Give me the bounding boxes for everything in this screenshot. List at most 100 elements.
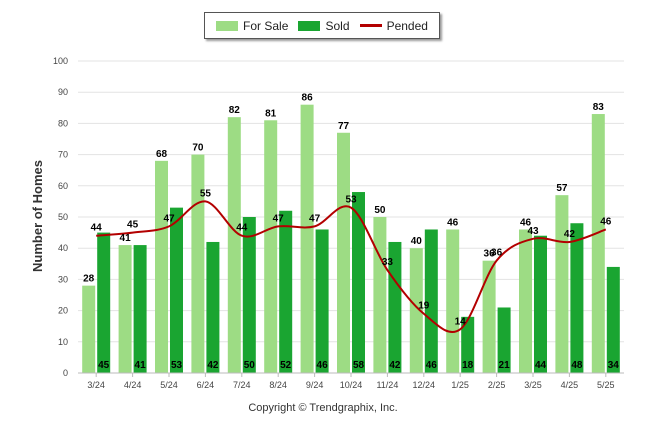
for-sale-value-label: 83 [593, 102, 605, 113]
x-tick-label: 10/24 [340, 380, 363, 390]
for-sale-value-label: 86 [302, 93, 314, 104]
y-tick-label: 20 [58, 306, 68, 316]
axes: 0 10 20 30 40 50 60 70 80 90 100 3/24 4/24 5/24 6/24 7/… [53, 56, 624, 390]
x-tick-label: 1/25 [451, 380, 469, 390]
y-axis-label: Number of Homes [30, 160, 45, 272]
for-sale-value-label: 40 [411, 236, 423, 247]
bar-sold[interactable] [606, 266, 620, 373]
sold-value-label: 50 [244, 360, 256, 371]
x-tick-label: 12/24 [413, 380, 436, 390]
legend-item-pended[interactable]: Pended [359, 18, 428, 33]
bar-sold[interactable] [97, 232, 111, 373]
legend: For Sale Sold Pended [204, 12, 440, 39]
bar-sold[interactable] [279, 210, 293, 373]
bar-sold[interactable] [424, 229, 438, 373]
sold-value-label: 58 [353, 360, 365, 371]
for-sale-value-label: 82 [229, 105, 241, 116]
y-tick-label: 100 [53, 56, 68, 66]
pended-value-label: 36 [491, 248, 503, 259]
bar-sold[interactable] [461, 316, 475, 373]
x-tick-label: 8/24 [269, 380, 287, 390]
sold-value-label: 46 [317, 360, 329, 371]
sold-value-label: 41 [135, 360, 147, 371]
bar-for-sale[interactable] [482, 260, 496, 373]
pended-value-label: 42 [564, 229, 576, 240]
y-tick-label: 0 [63, 368, 68, 378]
x-tick-label: 6/24 [197, 380, 215, 390]
bar-sold[interactable] [170, 207, 183, 373]
pended-value-label: 43 [527, 226, 539, 237]
y-tick-label: 50 [58, 212, 68, 222]
bar-sold[interactable] [315, 229, 329, 373]
x-tick-label: 3/25 [524, 380, 542, 390]
x-tick-label: 5/24 [160, 380, 178, 390]
bar-for-sale[interactable] [519, 229, 532, 373]
bar-sold[interactable] [570, 223, 584, 373]
pended-value-label: 53 [345, 195, 357, 206]
pended-series-line[interactable] [96, 200, 607, 333]
bar-sold[interactable] [242, 217, 256, 373]
x-tick-label: 7/24 [233, 380, 251, 390]
bar-sold[interactable] [133, 245, 147, 373]
sold-swatch [298, 20, 321, 31]
for-sale-value-label: 41 [120, 233, 132, 244]
legend-label-pended: Pended [386, 18, 428, 33]
legend-item-for-sale[interactable]: For Sale [216, 19, 288, 33]
sold-value-label: 42 [207, 360, 219, 371]
bar-for-sale[interactable] [191, 154, 205, 373]
y-tick-label: 80 [58, 118, 68, 128]
sold-value-label: 18 [462, 360, 474, 371]
y-tick-label: 30 [58, 274, 68, 284]
legend-item-sold[interactable]: Sold [298, 18, 350, 33]
pended-value-label: 44 [91, 223, 103, 234]
for-sale-value-label: 68 [156, 149, 168, 160]
data-labels: 28 45 41 41 68 53 70 42 82 50 81 52 86 46 77 58 50 42 40 46… [83, 93, 619, 371]
pended-line [96, 200, 607, 333]
pended-value-label: 46 [600, 216, 612, 227]
bar-for-sale[interactable] [155, 160, 168, 373]
pended-value-label: 19 [418, 301, 430, 312]
pended-value-label: 45 [127, 220, 139, 231]
pended-value-label: 47 [309, 213, 321, 224]
x-tick-label: 4/25 [561, 380, 579, 390]
bar-sold[interactable] [352, 192, 365, 373]
for-sale-value-label: 50 [374, 205, 386, 216]
x-tick-label: 4/24 [124, 380, 142, 390]
gridlines [78, 60, 624, 374]
sold-value-label: 45 [98, 360, 110, 371]
sold-value-label: 44 [535, 360, 547, 371]
bar-for-sale[interactable] [264, 120, 278, 373]
bar-for-sale[interactable] [555, 195, 569, 373]
bar-for-sale[interactable] [373, 217, 387, 373]
for-sale-value-label: 46 [520, 217, 532, 228]
bar-for-sale[interactable] [337, 132, 350, 373]
legend-label-sold: Sold [325, 18, 350, 33]
copyright-text: Copyright © Trendgraphix, Inc. [248, 402, 398, 414]
sold-value-label: 52 [280, 360, 292, 371]
bar-for-sale[interactable] [227, 117, 241, 373]
x-tick-label: 2/25 [488, 380, 506, 390]
pended-value-label: 47 [273, 213, 285, 224]
bar-for-sale[interactable] [591, 114, 605, 373]
pended-value-label: 44 [236, 223, 248, 234]
bar-for-sale[interactable] [118, 245, 132, 373]
bars [82, 104, 620, 374]
bar-sold[interactable] [534, 235, 547, 373]
bar-for-sale[interactable] [300, 104, 314, 374]
bar-sold[interactable] [206, 241, 220, 373]
bar-for-sale[interactable] [409, 248, 423, 373]
for-sale-value-label: 46 [447, 217, 459, 228]
pended-value-label: 33 [382, 257, 394, 268]
pended-value-label: 14 [455, 316, 467, 327]
sold-value-label: 48 [571, 360, 583, 371]
bar-for-sale[interactable] [82, 285, 96, 373]
pended-value-label: 55 [200, 188, 212, 199]
sold-value-label: 42 [389, 360, 401, 371]
bar-sold[interactable] [497, 307, 511, 373]
bar-for-sale[interactable] [446, 229, 460, 373]
y-tick-label: 40 [58, 243, 68, 253]
x-tick-label: 9/24 [306, 380, 324, 390]
sold-value-label: 53 [171, 360, 183, 371]
y-tick-label: 90 [58, 87, 68, 97]
